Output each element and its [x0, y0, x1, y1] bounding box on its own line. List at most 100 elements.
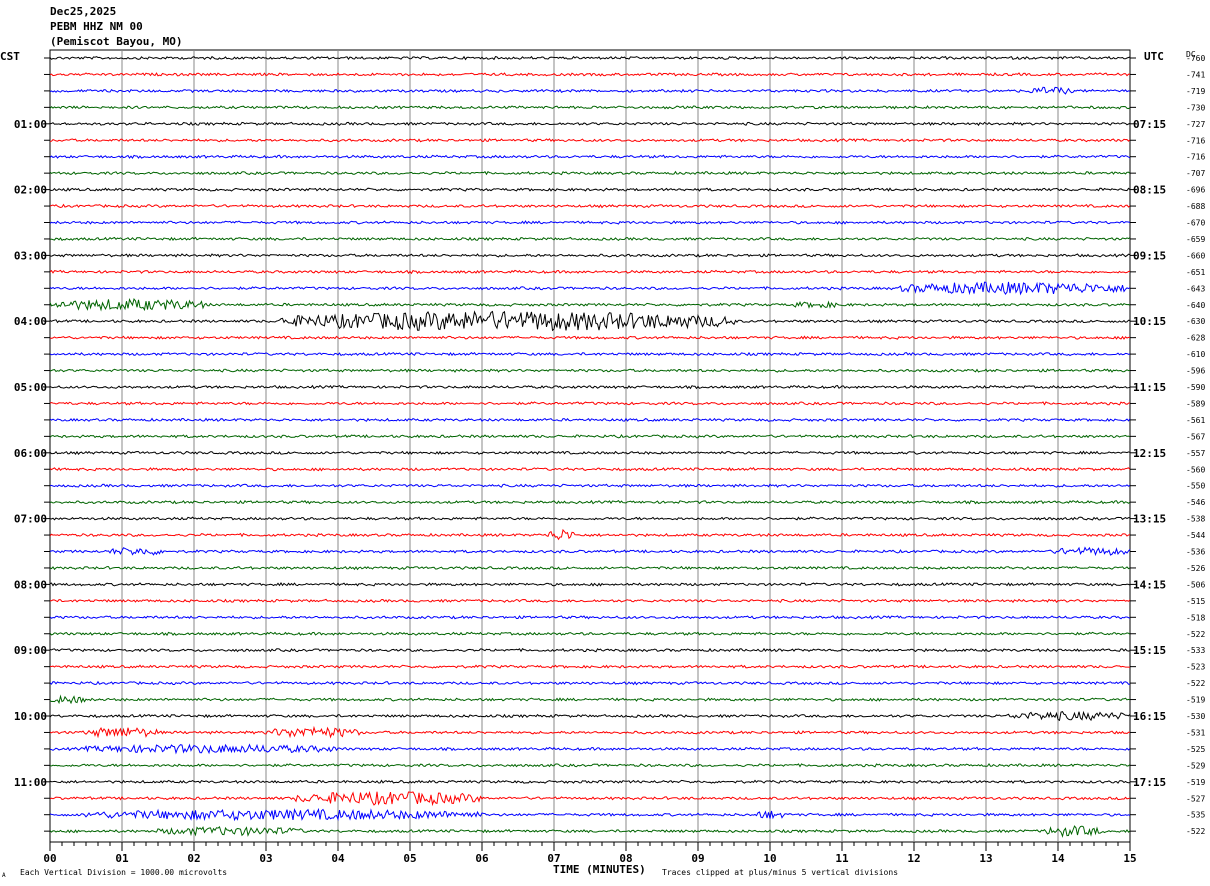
- dc-offset-label: -590: [1186, 383, 1205, 392]
- cst-label: CST: [0, 50, 20, 63]
- seismic-trace: [49, 138, 1131, 143]
- seismic-trace: [49, 725, 1131, 739]
- dc-offset-label: -527: [1186, 794, 1205, 803]
- seismic-trace: [49, 694, 1131, 705]
- dc-offset-label: -506: [1186, 580, 1205, 589]
- seismic-trace: [49, 368, 1131, 373]
- dc-offset-label: -727: [1186, 120, 1205, 129]
- hour-label-right: 10:15: [1133, 315, 1166, 328]
- x-tick-label: 01: [115, 852, 129, 865]
- dc-offset-label: -719: [1186, 87, 1205, 96]
- seismic-trace: [49, 55, 1131, 61]
- dc-offset-label: -730: [1186, 103, 1205, 112]
- seismic-trace: [49, 546, 1131, 557]
- seismic-trace: [49, 664, 1131, 669]
- seismic-trace: [49, 582, 1131, 587]
- seismic-trace: [49, 351, 1131, 357]
- seismic-trace: [49, 467, 1131, 472]
- hour-label-left: 01:00: [14, 118, 47, 131]
- x-axis-label: TIME (MINUTES): [553, 863, 646, 876]
- seismic-trace: [49, 483, 1131, 488]
- dc-offset-label: -546: [1186, 498, 1205, 507]
- x-tick-label: 10: [763, 852, 776, 865]
- dc-offset-label: -531: [1186, 728, 1205, 737]
- x-tick-label: 07: [547, 852, 560, 865]
- dc-offset-label: -544: [1186, 531, 1205, 540]
- seismic-trace: [49, 401, 1131, 406]
- seismic-trace: [49, 417, 1131, 422]
- seismic-trace: [50, 598, 1131, 604]
- x-tick-label: 03: [259, 852, 272, 865]
- seismic-trace: [49, 779, 1131, 784]
- dc-offset-label: -628: [1186, 334, 1205, 343]
- x-tick-label: 02: [187, 852, 200, 865]
- dc-offset-label: -536: [1186, 548, 1205, 557]
- dc-offset-label: -696: [1186, 186, 1205, 195]
- x-tick-label: 06: [475, 852, 489, 865]
- dc-offset-label: -643: [1186, 284, 1205, 293]
- hour-label-left: 03:00: [14, 249, 47, 262]
- hour-label-left: 06:00: [14, 447, 47, 460]
- dc-offset-label: -515: [1186, 597, 1205, 606]
- seismic-trace: [49, 203, 1131, 209]
- hour-label-left: 09:00: [14, 644, 47, 657]
- x-tick-label: 13: [979, 852, 992, 865]
- dc-offset-label: -670: [1186, 219, 1205, 228]
- dc-offset-label: -522: [1186, 630, 1205, 639]
- seismic-trace: [49, 86, 1131, 95]
- seismic-trace: [49, 565, 1131, 571]
- seismic-trace: [49, 154, 1131, 159]
- seismic-trace: [49, 170, 1131, 176]
- dc-offset-label: -529: [1186, 761, 1205, 770]
- seismic-trace: [49, 72, 1131, 77]
- hour-label-right: 15:15: [1133, 644, 1166, 657]
- dc-offset-label: -640: [1186, 301, 1205, 310]
- hour-label-right: 07:15: [1133, 118, 1166, 131]
- plot-frame: [49, 49, 1131, 843]
- dc-offset-label: -589: [1186, 399, 1205, 408]
- hour-label-right: 11:15: [1133, 381, 1166, 394]
- seismic-trace: [49, 105, 1131, 110]
- hour-label-left: 07:00: [14, 513, 47, 526]
- seismic-trace: [49, 450, 1131, 456]
- station-label: PEBM HHZ NM 00: [50, 20, 143, 33]
- dc-offset-label: -760: [1186, 54, 1205, 63]
- hour-label-left: 08:00: [14, 578, 47, 591]
- seismic-trace: [49, 710, 1131, 722]
- dc-offset-label: -716: [1186, 136, 1205, 145]
- seismic-trace: [49, 433, 1131, 439]
- dc-offset-label: -535: [1186, 811, 1205, 820]
- seismic-trace: [49, 121, 1131, 127]
- dc-offset-label: -533: [1186, 646, 1205, 655]
- seismic-trace: [49, 297, 1131, 312]
- seismic-trace: [49, 615, 1131, 620]
- dc-offset-label: -525: [1186, 745, 1205, 754]
- dc-offset-label: -688: [1186, 202, 1205, 211]
- seismic-trace: [49, 187, 1131, 192]
- dc-offset-label: -561: [1186, 416, 1205, 425]
- dc-offset-label: -651: [1186, 268, 1205, 277]
- dc-offset-label: -530: [1186, 712, 1205, 721]
- dc-offset-label: -610: [1186, 350, 1205, 359]
- x-tick-label: 09: [691, 852, 704, 865]
- seismic-trace: [49, 762, 1131, 768]
- location-label: (Pemiscot Bayou, MO): [50, 35, 183, 48]
- seismic-trace: [49, 269, 1131, 275]
- seismic-trace: [49, 335, 1130, 340]
- x-tick-label: 12: [907, 852, 920, 865]
- seismic-trace: [49, 310, 1131, 332]
- hour-label-right: 08:15: [1133, 184, 1166, 197]
- x-tick-label: 00: [43, 852, 56, 865]
- seismic-trace: [49, 790, 1131, 807]
- seismic-trace: [49, 236, 1131, 242]
- clip-note: Traces clipped at plus/minus 5 vertical …: [662, 868, 899, 877]
- dc-offset-label: -659: [1186, 235, 1205, 244]
- dc-offset-label: -522: [1186, 827, 1205, 836]
- hour-label-left: 11:00: [14, 776, 47, 789]
- x-tick-label: 08: [619, 852, 632, 865]
- seismic-trace: [49, 281, 1131, 296]
- hour-label-left: 04:00: [14, 315, 47, 328]
- dc-offset-label: -567: [1186, 432, 1205, 441]
- dc-offset-label: -660: [1186, 251, 1205, 260]
